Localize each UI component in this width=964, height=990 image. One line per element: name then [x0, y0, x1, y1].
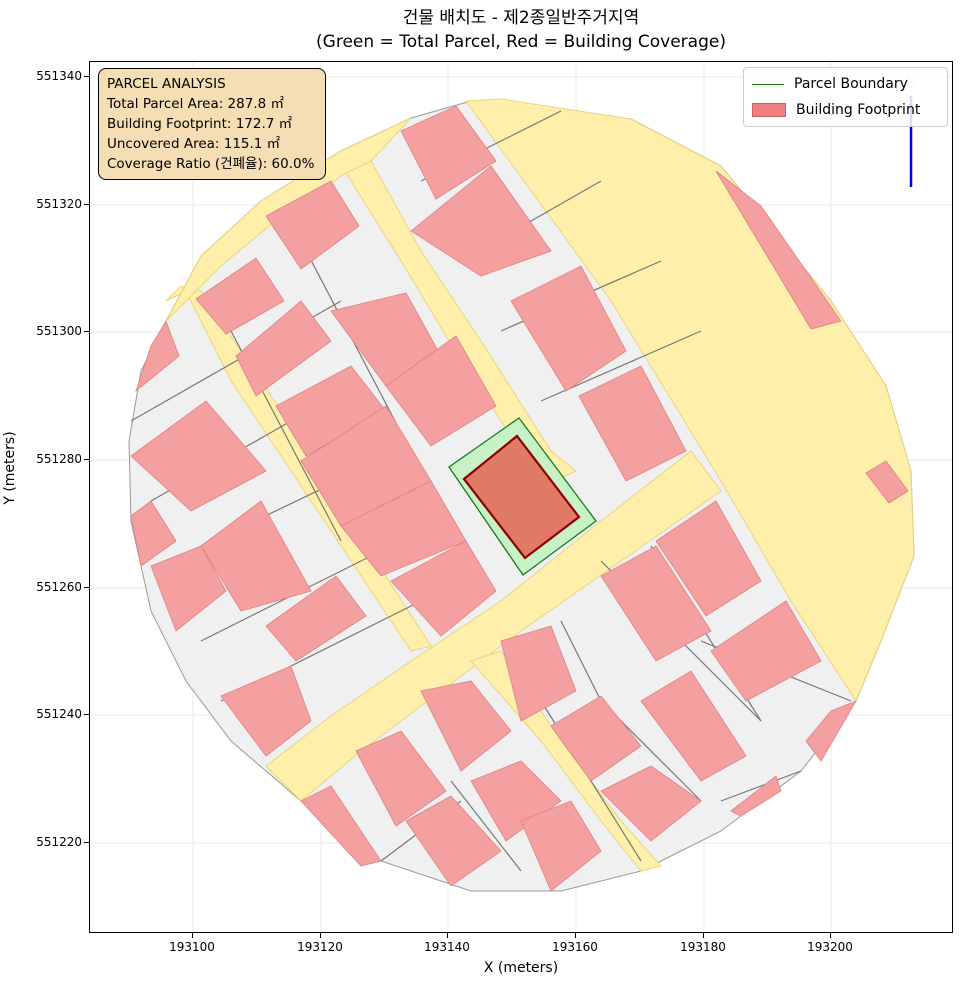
y-tick-label: 551260 [36, 580, 82, 594]
x-tick-label: 193100 [169, 940, 215, 954]
legend-line-swatch [752, 83, 784, 85]
building-footprint [135, 320, 180, 393]
road-vertical-a [345, 160, 577, 484]
legend-label: Building Footprint [796, 102, 921, 118]
building-footprint [420, 680, 512, 772]
building-footprint [655, 500, 762, 617]
y-tick-label: 551280 [36, 452, 82, 466]
building-footprint [235, 300, 332, 397]
building-footprint [520, 800, 602, 892]
building-footprint [195, 257, 285, 335]
building-footprint [510, 265, 627, 392]
x-tick-mark [320, 933, 321, 938]
total-parcel-area: Total Parcel Area: 287.8 ㎡ [107, 96, 284, 112]
x-tick-label: 193120 [297, 940, 343, 954]
building-footprint [220, 665, 312, 757]
building-footprint [410, 165, 552, 277]
y-tick-mark [84, 714, 89, 715]
building-footprint [500, 625, 577, 722]
y-tick-label: 551300 [36, 324, 82, 338]
y-tick-mark [84, 331, 89, 332]
building-footprint [470, 760, 562, 842]
map-plot-area: N [89, 61, 953, 933]
legend-item-building: Building Footprint [752, 100, 920, 120]
y-tick-mark [84, 76, 89, 77]
x-tick-mark [575, 933, 576, 938]
building-footprint [865, 460, 909, 504]
building-footprint [550, 695, 642, 782]
x-tick-mark [192, 933, 193, 938]
building-footprint [265, 575, 367, 662]
building-footprint [390, 540, 497, 637]
building-footprint [265, 180, 360, 270]
chart-title: 건물 배치도 - 제2종일반주거지역 (Green = Total Parcel… [89, 6, 953, 54]
building-footprint [385, 335, 497, 447]
building-footprint [200, 500, 312, 612]
building-footprint [640, 670, 747, 782]
x-tick-label: 193140 [424, 940, 470, 954]
y-axis-label: Y (meters) [2, 431, 18, 505]
y-tick-label: 551320 [36, 197, 82, 211]
road-northwest [165, 117, 412, 322]
uncovered-area: Uncovered Area: 115.1 ㎡ [107, 136, 281, 152]
y-tick-mark [84, 204, 89, 205]
legend: Parcel Boundary Building Footprint [743, 67, 948, 127]
building-footprint [600, 545, 712, 662]
y-tick-mark [84, 459, 89, 460]
x-axis-label: X (meters) [483, 960, 559, 976]
building-footprint [400, 105, 497, 200]
x-tick-label: 193160 [552, 940, 598, 954]
x-tick-mark [447, 933, 448, 938]
building-footprint [130, 400, 267, 512]
title-line-1: 건물 배치도 - 제2종일반주거지역 [402, 8, 640, 28]
coverage-ratio: Coverage Ratio (건폐율): 60.0% [107, 156, 315, 172]
y-tick-label: 551240 [36, 707, 82, 721]
x-tick-mark [830, 933, 831, 938]
analysis-heading: PARCEL ANALYSIS [107, 76, 226, 92]
building-footprint [600, 765, 702, 842]
legend-item-parcel: Parcel Boundary [752, 74, 908, 94]
building-footprint [355, 730, 447, 827]
road-diagonal-east [465, 98, 915, 703]
legend-patch-swatch [752, 103, 786, 117]
title-line-2: (Green = Total Parcel, Red = Building Co… [316, 32, 726, 52]
x-tick-label: 193200 [807, 940, 853, 954]
building-footprint [710, 600, 822, 702]
building-footprint-area: Building Footprint: 172.7 ㎡ [107, 116, 293, 132]
parcel-analysis-box: PARCEL ANALYSIS Total Parcel Area: 287.8… [98, 68, 326, 180]
building-footprint [150, 545, 227, 632]
legend-label: Parcel Boundary [794, 76, 908, 92]
building-footprint [300, 785, 382, 867]
building-footprint [715, 170, 842, 330]
x-tick-label: 193180 [680, 940, 726, 954]
building-footprint [730, 775, 782, 817]
site-map: N [90, 62, 952, 932]
x-tick-mark [703, 933, 704, 938]
building-footprint [405, 795, 502, 887]
building-footprint [130, 500, 177, 567]
buildings [130, 105, 909, 892]
building-footprint [805, 700, 857, 762]
y-tick-mark [84, 842, 89, 843]
y-tick-label: 551220 [36, 835, 82, 849]
building-footprint [578, 365, 687, 482]
target-building[interactable] [462, 434, 581, 560]
y-tick-mark [84, 587, 89, 588]
y-tick-label: 551340 [36, 69, 82, 83]
